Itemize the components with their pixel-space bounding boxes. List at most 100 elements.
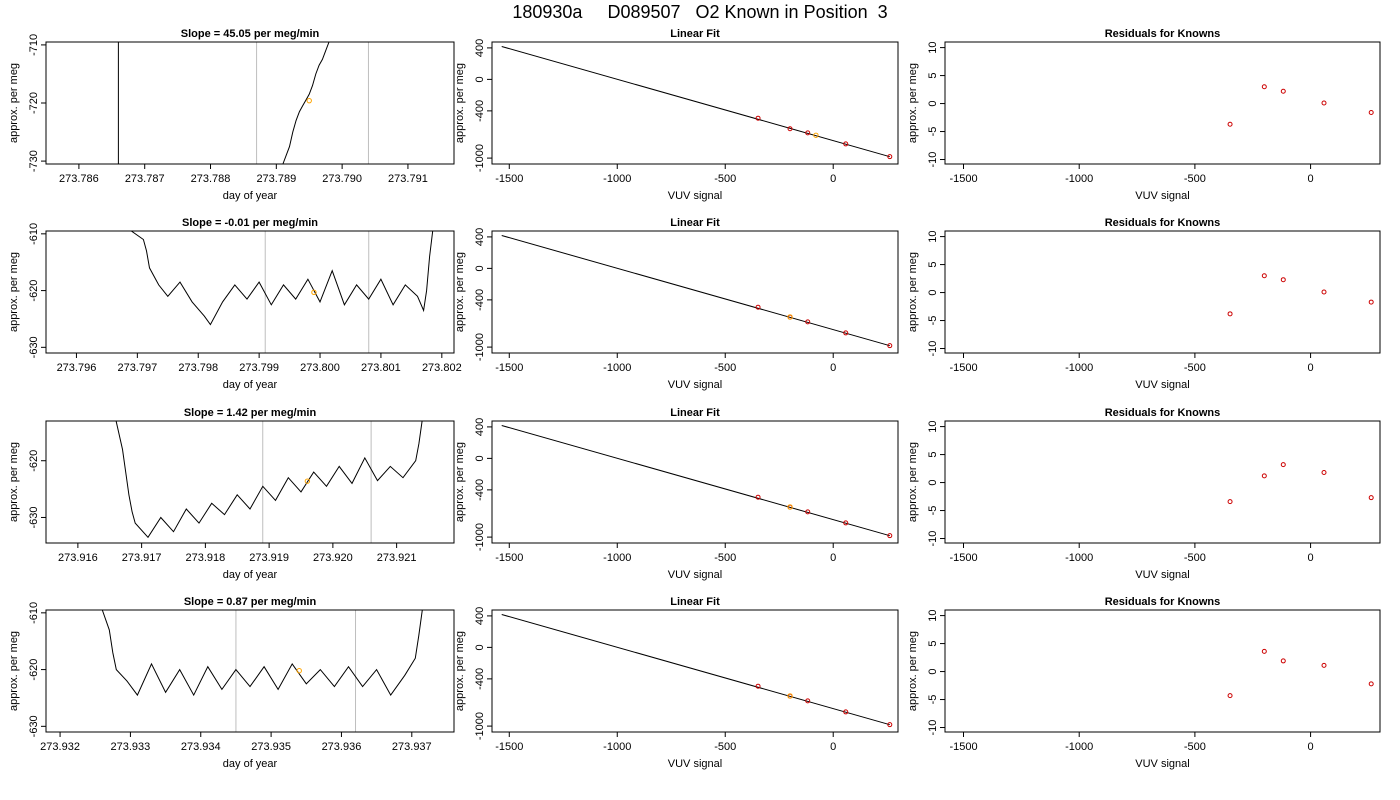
y-tick-label: 10 [927,230,939,242]
y-axis-label: approx. per meg [8,442,20,522]
highlight-point [787,693,793,699]
data-point [1321,289,1327,295]
data-point [755,115,761,121]
y-tick-label: -400 [474,289,486,311]
y-tick-label: 0 [927,668,939,674]
x-axis-label: day of year [223,758,278,770]
y-tick-label: -10 [927,531,939,547]
y-axis-label: approx. per meg [8,252,20,332]
x-tick-label: 273.791 [388,173,428,185]
plot-frame [45,609,455,733]
x-tick-label: -500 [714,741,736,753]
x-tick-label: -1500 [495,362,523,374]
y-axis-label: approx. per meg [454,252,466,332]
x-tick-label: 0 [1308,173,1314,185]
y-tick-label: -720 [28,92,40,114]
y-axis-label: approx. per meg [907,631,919,711]
x-tick-label: 0 [830,741,836,753]
y-axis-label: approx. per meg [454,442,466,522]
x-tick-label: -500 [714,173,736,185]
data-point [1321,100,1327,106]
data-point [887,343,893,349]
x-tick-label: -1500 [495,173,523,185]
data-point [1368,299,1374,305]
x-tick-label: -1000 [603,362,631,374]
y-axis-label: approx. per meg [454,63,466,143]
x-tick-label: -1000 [1065,552,1093,564]
data-point [1280,658,1286,664]
x-tick-label: 273.797 [117,362,157,374]
highlight-point [304,478,311,484]
y-tick-label: 0 [474,265,486,271]
x-tick-label: -1000 [1065,173,1093,185]
fit-line [501,425,890,537]
signal-trace [282,42,330,164]
x-axis-label: day of year [223,190,278,202]
fit-line [501,46,890,158]
plot-frame [45,230,455,354]
data-point [887,533,893,539]
y-axis-label: approx. per meg [8,63,20,143]
x-tick-label: 273.799 [239,362,279,374]
x-tick-label: 273.933 [111,741,151,753]
y-tick-label: -400 [474,100,486,122]
highlight-point [311,289,317,295]
chart-title: Linear Fit [670,28,720,40]
data-point [1261,473,1267,479]
x-tick-label: -500 [714,362,736,374]
y-tick-label: 0 [474,644,486,650]
chart-title: Linear Fit [670,407,720,419]
panel-5: -1500 -1000 -500 0 400 0 -400 -1000 Linear Fit VU… [454,217,899,391]
y-tick-label: -400 [474,668,486,690]
y-tick-label: -620 [28,659,40,681]
y-axis-label: approx. per meg [907,63,919,143]
y-tick-label: 10 [927,609,939,621]
x-tick-label: 0 [1308,362,1314,374]
x-tick-label: -1000 [1065,362,1093,374]
plot-area [1227,273,1374,317]
x-tick-label: 273.916 [58,552,98,564]
page-title: 180930a D089507 O2 Known in Position 3 [512,2,888,22]
x-tick-label: 273.919 [249,552,289,564]
data-point [1227,499,1233,505]
x-tick-label: -1500 [949,552,977,564]
panel-12: -1500 -1000 -500 0 -10 -5 0 5 10 Residuals for Kn… [907,596,1381,770]
data-point [1280,277,1286,283]
highlight-point [296,668,302,674]
data-point [1227,311,1233,317]
x-tick-label: -500 [1184,362,1206,374]
data-point [1368,681,1374,687]
y-tick-label: -5 [927,695,939,705]
x-axis-label: VUV signal [1135,379,1189,391]
data-point [1227,121,1233,127]
y-tick-label: -730 [28,150,40,172]
data-point [1280,88,1286,94]
x-tick-label: -1000 [603,552,631,564]
x-axis-label: VUV signal [668,190,722,202]
plot-frame [944,230,1381,354]
x-tick-label: 273.800 [300,362,340,374]
y-tick-label: 0 [927,100,939,106]
data-point [1368,495,1374,501]
signal-trace [115,421,423,539]
y-tick-label: -10 [927,152,939,168]
x-tick-label: -1500 [495,741,523,753]
panel-1: 273.786 273.787 273.788 273.789 273.790 273.7… [8,28,455,202]
y-tick-label: -10 [927,341,939,357]
panel-8: -1500 -1000 -500 0 400 0 -400 -1000 Linear Fit VU… [454,407,899,581]
y-tick-label: -5 [927,316,939,326]
y-tick-label: 0 [474,455,486,461]
data-point [1321,662,1327,668]
chart-title: Residuals for Knowns [1105,28,1221,40]
plot-frame [491,41,899,165]
x-tick-label: 273.935 [251,741,291,753]
x-tick-label: 273.937 [392,741,432,753]
highlight-point [306,97,312,104]
panel-7: 273.916 273.917 273.918 273.919 273.920 273.9… [8,407,455,581]
x-tick-label: -1500 [949,741,977,753]
x-axis-label: VUV signal [1135,758,1189,770]
y-tick-label: 5 [927,73,939,79]
x-tick-label: -500 [1184,173,1206,185]
y-tick-label: -610 [28,223,40,245]
